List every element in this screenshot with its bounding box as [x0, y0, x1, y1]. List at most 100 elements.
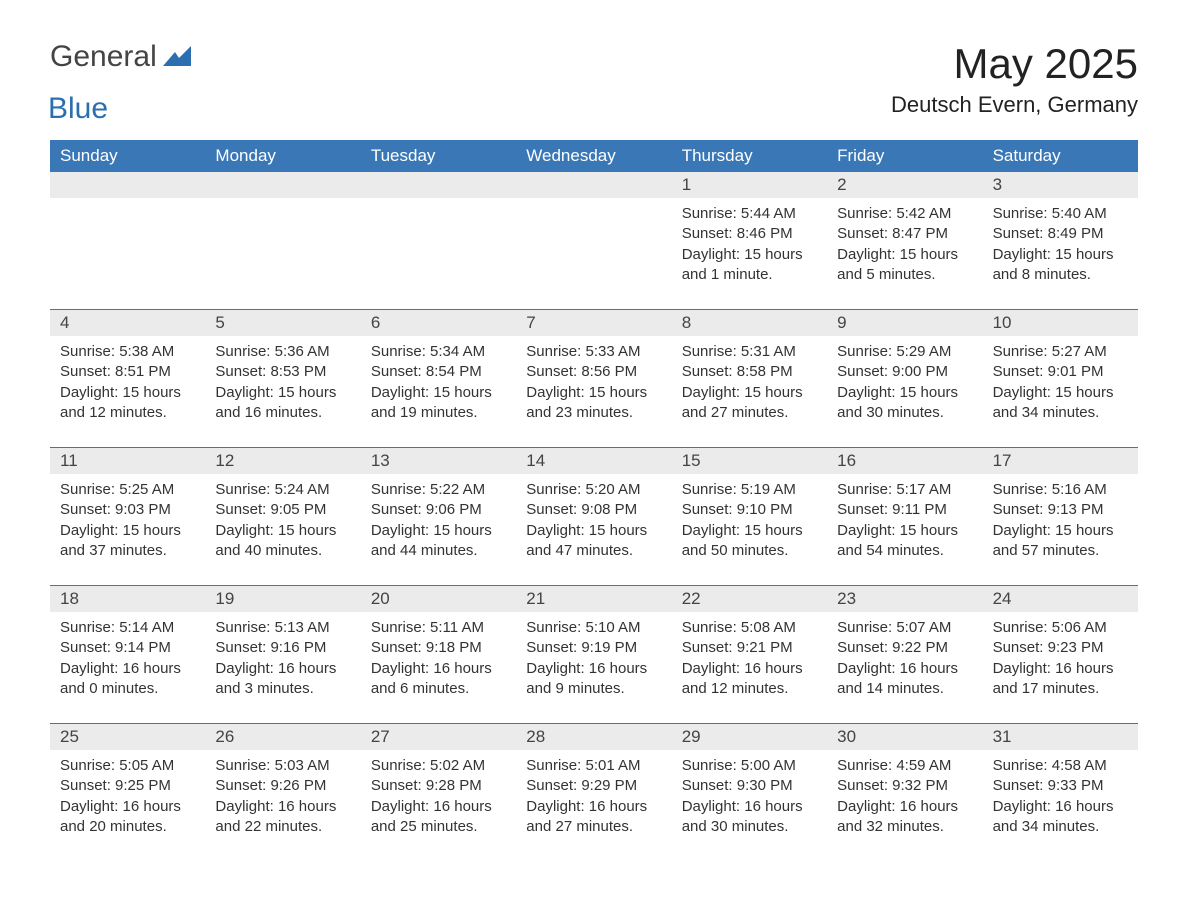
day-number-row: 123	[50, 172, 1138, 198]
sunset-text: Sunset: 9:19 PM	[526, 638, 661, 658]
daylight-text-line1: Daylight: 15 hours	[682, 383, 817, 403]
calendar-cell: Sunrise: 5:22 AMSunset: 9:06 PMDaylight:…	[361, 474, 516, 561]
calendar-cell: Sunrise: 5:34 AMSunset: 8:54 PMDaylight:…	[361, 336, 516, 423]
calendar-week: 123Sunrise: 5:44 AMSunset: 8:46 PMDaylig…	[50, 172, 1138, 285]
sunset-text: Sunset: 9:18 PM	[371, 638, 506, 658]
day-number: 5	[205, 310, 360, 336]
day-number	[516, 172, 671, 198]
sunset-text: Sunset: 8:56 PM	[526, 362, 661, 382]
day-number: 13	[361, 448, 516, 474]
daylight-text-line2: and 8 minutes.	[993, 265, 1128, 285]
sunrise-text: Sunrise: 5:03 AM	[215, 756, 350, 776]
calendar-cell: Sunrise: 5:19 AMSunset: 9:10 PMDaylight:…	[672, 474, 827, 561]
calendar-week: 18192021222324Sunrise: 5:14 AMSunset: 9:…	[50, 585, 1138, 699]
daylight-text-line2: and 19 minutes.	[371, 403, 506, 423]
daylight-text-line1: Daylight: 16 hours	[993, 659, 1128, 679]
daylight-text-line1: Daylight: 15 hours	[837, 383, 972, 403]
day-number: 16	[827, 448, 982, 474]
day-number: 12	[205, 448, 360, 474]
sunrise-text: Sunrise: 5:00 AM	[682, 756, 817, 776]
daylight-text-line1: Daylight: 15 hours	[215, 383, 350, 403]
daylight-text-line1: Daylight: 16 hours	[682, 797, 817, 817]
weekday-header: Monday	[205, 140, 360, 172]
day-number-row: 11121314151617	[50, 448, 1138, 474]
sunset-text: Sunset: 9:03 PM	[60, 500, 195, 520]
calendar-cell: Sunrise: 5:27 AMSunset: 9:01 PMDaylight:…	[983, 336, 1138, 423]
sunrise-text: Sunrise: 5:19 AM	[682, 480, 817, 500]
sunrise-text: Sunrise: 5:06 AM	[993, 618, 1128, 638]
calendar-cell	[516, 198, 671, 285]
calendar-cell	[50, 198, 205, 285]
day-number: 17	[983, 448, 1138, 474]
daylight-text-line2: and 30 minutes.	[837, 403, 972, 423]
day-number: 28	[516, 724, 671, 750]
calendar-week: 45678910Sunrise: 5:38 AMSunset: 8:51 PMD…	[50, 309, 1138, 423]
daylight-text-line1: Daylight: 15 hours	[60, 521, 195, 541]
daylight-text-line1: Daylight: 15 hours	[60, 383, 195, 403]
calendar-cell	[361, 198, 516, 285]
sunrise-text: Sunrise: 5:05 AM	[60, 756, 195, 776]
day-number: 31	[983, 724, 1138, 750]
weeks-container: 123Sunrise: 5:44 AMSunset: 8:46 PMDaylig…	[50, 172, 1138, 837]
calendar-cell: Sunrise: 5:44 AMSunset: 8:46 PMDaylight:…	[672, 198, 827, 285]
daylight-text-line2: and 34 minutes.	[993, 403, 1128, 423]
weekday-header: Saturday	[983, 140, 1138, 172]
daylight-text-line1: Daylight: 15 hours	[993, 383, 1128, 403]
calendar-cell: Sunrise: 5:07 AMSunset: 9:22 PMDaylight:…	[827, 612, 982, 699]
sunset-text: Sunset: 8:46 PM	[682, 224, 817, 244]
logo-text-general: General	[50, 40, 157, 73]
sunrise-text: Sunrise: 5:42 AM	[837, 204, 972, 224]
sunset-text: Sunset: 9:32 PM	[837, 776, 972, 796]
sunset-text: Sunset: 9:00 PM	[837, 362, 972, 382]
calendar-cell: Sunrise: 5:05 AMSunset: 9:25 PMDaylight:…	[50, 750, 205, 837]
sunrise-text: Sunrise: 5:14 AM	[60, 618, 195, 638]
day-number: 3	[983, 172, 1138, 198]
daylight-text-line2: and 40 minutes.	[215, 541, 350, 561]
sunrise-text: Sunrise: 5:02 AM	[371, 756, 506, 776]
sunset-text: Sunset: 9:22 PM	[837, 638, 972, 658]
sunset-text: Sunset: 9:13 PM	[993, 500, 1128, 520]
day-number: 11	[50, 448, 205, 474]
calendar-cell: Sunrise: 5:06 AMSunset: 9:23 PMDaylight:…	[983, 612, 1138, 699]
daylight-text-line2: and 54 minutes.	[837, 541, 972, 561]
sunrise-text: Sunrise: 5:27 AM	[993, 342, 1128, 362]
calendar-cell: Sunrise: 5:11 AMSunset: 9:18 PMDaylight:…	[361, 612, 516, 699]
daylight-text-line1: Daylight: 16 hours	[60, 797, 195, 817]
sunrise-text: Sunrise: 5:34 AM	[371, 342, 506, 362]
day-number	[205, 172, 360, 198]
daylight-text-line2: and 0 minutes.	[60, 679, 195, 699]
daylight-text-line1: Daylight: 16 hours	[60, 659, 195, 679]
sunset-text: Sunset: 9:30 PM	[682, 776, 817, 796]
sunrise-text: Sunrise: 5:40 AM	[993, 204, 1128, 224]
sunrise-text: Sunrise: 5:29 AM	[837, 342, 972, 362]
sunset-text: Sunset: 9:25 PM	[60, 776, 195, 796]
sunset-text: Sunset: 9:16 PM	[215, 638, 350, 658]
day-number: 1	[672, 172, 827, 198]
weekday-header: Wednesday	[516, 140, 671, 172]
calendar-cell: Sunrise: 5:02 AMSunset: 9:28 PMDaylight:…	[361, 750, 516, 837]
day-number: 29	[672, 724, 827, 750]
day-number: 8	[672, 310, 827, 336]
day-number: 10	[983, 310, 1138, 336]
daylight-text-line1: Daylight: 16 hours	[993, 797, 1128, 817]
calendar-week: 25262728293031Sunrise: 5:05 AMSunset: 9:…	[50, 723, 1138, 837]
sunrise-text: Sunrise: 5:11 AM	[371, 618, 506, 638]
day-number: 24	[983, 586, 1138, 612]
sunset-text: Sunset: 9:26 PM	[215, 776, 350, 796]
sunset-text: Sunset: 8:49 PM	[993, 224, 1128, 244]
sunset-text: Sunset: 9:14 PM	[60, 638, 195, 658]
daylight-text-line2: and 32 minutes.	[837, 817, 972, 837]
daylight-text-line2: and 6 minutes.	[371, 679, 506, 699]
calendar-cell: Sunrise: 5:24 AMSunset: 9:05 PMDaylight:…	[205, 474, 360, 561]
sunset-text: Sunset: 9:06 PM	[371, 500, 506, 520]
calendar: SundayMondayTuesdayWednesdayThursdayFrid…	[50, 140, 1138, 837]
day-number: 20	[361, 586, 516, 612]
daylight-text-line1: Daylight: 16 hours	[371, 797, 506, 817]
daylight-text-line1: Daylight: 16 hours	[215, 659, 350, 679]
daylight-text-line2: and 22 minutes.	[215, 817, 350, 837]
sunrise-text: Sunrise: 5:31 AM	[682, 342, 817, 362]
day-number: 30	[827, 724, 982, 750]
weekday-header: Tuesday	[361, 140, 516, 172]
daylight-text-line1: Daylight: 15 hours	[371, 383, 506, 403]
daylight-text-line2: and 47 minutes.	[526, 541, 661, 561]
